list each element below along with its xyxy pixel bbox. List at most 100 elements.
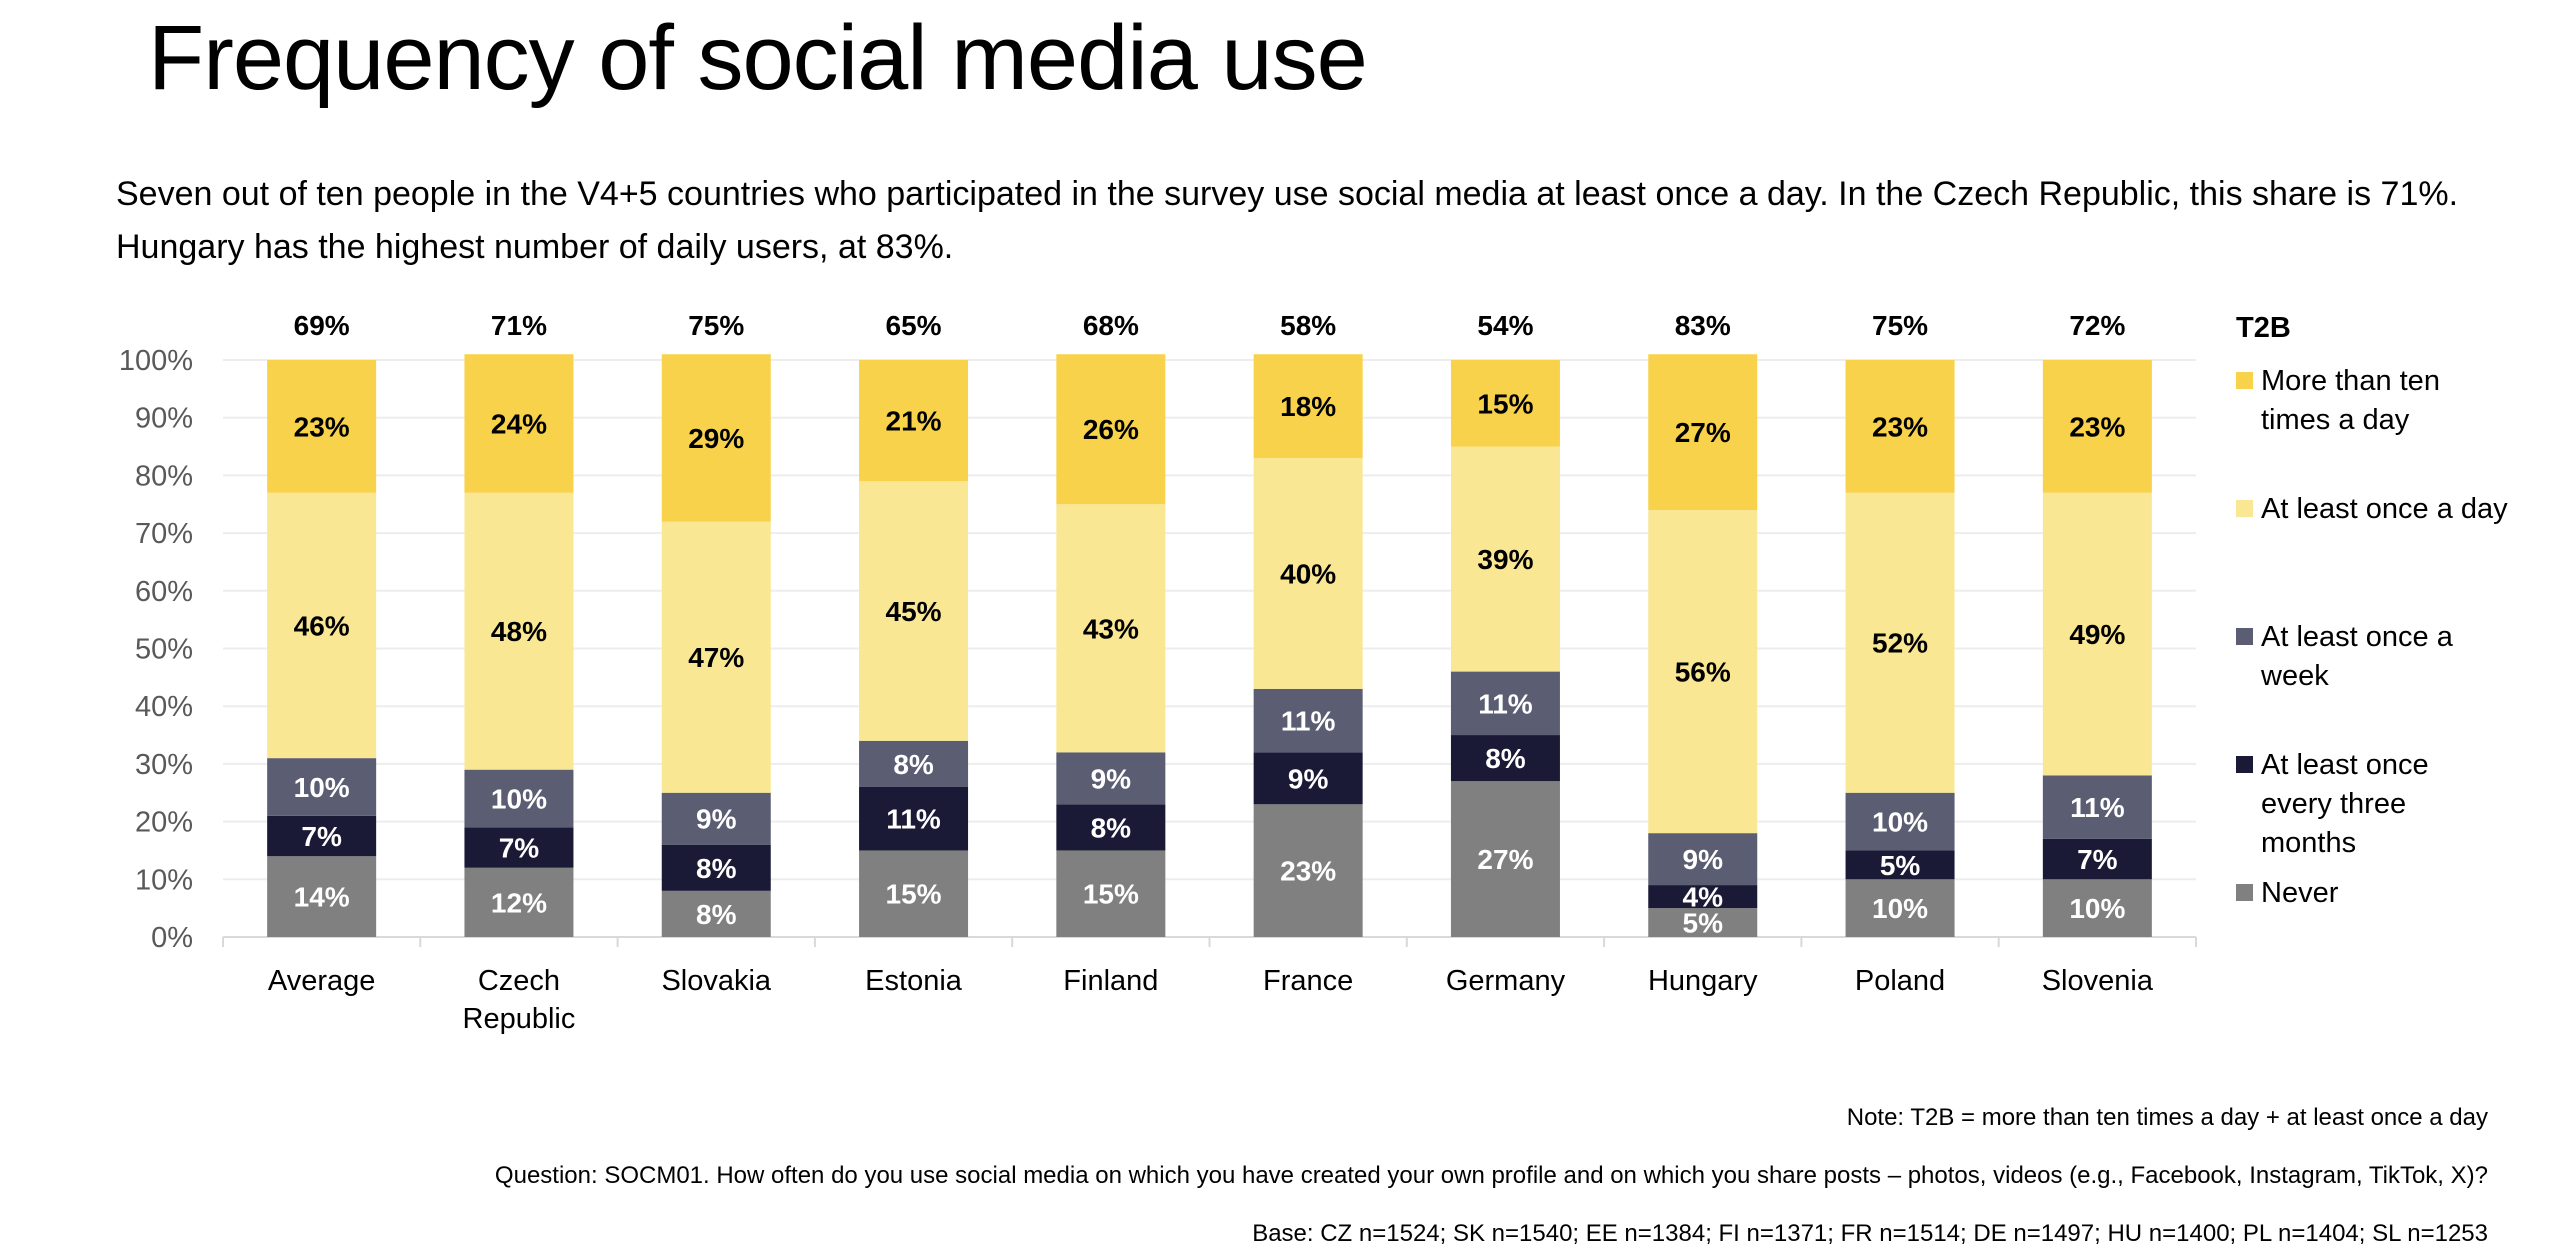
t2b-label: 83% xyxy=(1675,310,1731,341)
bar-segment xyxy=(464,492,574,770)
x-category-label: Republic xyxy=(463,1003,576,1035)
data-label: 8% xyxy=(696,853,737,884)
bar-segment xyxy=(661,890,771,937)
bar-segment xyxy=(1253,458,1363,689)
bar-segment xyxy=(1845,850,1955,880)
page-subtitle: Seven out of ten people in the V4+5 coun… xyxy=(116,175,2459,266)
t2b-label: 75% xyxy=(1872,310,1928,341)
legend-swatch xyxy=(2236,756,2253,773)
y-tick-label: 40% xyxy=(135,691,193,723)
bar-segment xyxy=(661,354,771,522)
bar-segment xyxy=(859,786,969,851)
data-label: 11% xyxy=(1478,688,1533,719)
data-label: 15% xyxy=(886,879,942,910)
data-label: 27% xyxy=(1675,417,1731,448)
bar-segment xyxy=(859,360,969,482)
data-label: 29% xyxy=(688,423,744,454)
data-label: 18% xyxy=(1280,391,1336,422)
data-label: 26% xyxy=(1083,414,1139,445)
data-label: 23% xyxy=(294,411,350,442)
y-tick-label: 0% xyxy=(151,922,193,954)
y-tick-label: 50% xyxy=(135,634,193,666)
legend-item-once-a-day: At least once a day xyxy=(2236,490,2556,529)
bar-segment xyxy=(267,758,377,816)
bar-segment xyxy=(1056,850,1166,937)
data-label: 5% xyxy=(1880,850,1921,881)
data-label: 10% xyxy=(2069,893,2125,924)
data-label: 15% xyxy=(1083,879,1139,910)
data-label: 9% xyxy=(1288,763,1329,794)
bar-segment xyxy=(464,867,574,937)
bar-segment xyxy=(267,360,377,493)
legend-swatch xyxy=(2236,884,2253,901)
t2b-label: 75% xyxy=(688,310,744,341)
y-tick-label: 90% xyxy=(135,403,193,435)
y-tick-label: 20% xyxy=(135,807,193,839)
bar-segment xyxy=(1845,360,1955,493)
page-title: Frequency of social media use xyxy=(148,7,1368,109)
t2b-label: 58% xyxy=(1280,310,1336,341)
legend-swatch xyxy=(2236,372,2253,389)
legend-label: At least once a week xyxy=(2261,621,2453,692)
x-category-label: Slovenia xyxy=(2042,965,2154,997)
data-label: 12% xyxy=(491,887,547,918)
data-label: 11% xyxy=(2070,792,2125,823)
bar-segment xyxy=(1648,908,1758,937)
x-category-label: Germany xyxy=(1446,965,1566,997)
legend-swatch xyxy=(2236,500,2253,517)
base-text: Base: CZ n=1524; SK n=1540; EE n=1384; F… xyxy=(1252,1220,2488,1247)
data-label: 8% xyxy=(1485,743,1526,774)
data-label: 52% xyxy=(1872,628,1928,659)
bar-segment xyxy=(859,481,969,741)
bar-segment xyxy=(1056,504,1166,753)
x-category-label: Hungary xyxy=(1648,965,1758,997)
bar-segment xyxy=(1253,752,1363,805)
note-text: Note: T2B = more than ten times a day + … xyxy=(1846,1104,2488,1131)
x-category-label: Czech xyxy=(478,965,560,997)
data-label: 8% xyxy=(696,899,737,930)
data-label: 9% xyxy=(696,804,737,835)
x-category-label: France xyxy=(1263,965,1353,997)
data-label: 10% xyxy=(1872,807,1928,838)
legend-item-three-months: At least once every three months xyxy=(2236,746,2556,863)
data-label: 9% xyxy=(1091,763,1132,794)
data-label: 4% xyxy=(1683,882,1724,913)
bar-segment xyxy=(267,815,377,857)
t2b-label: 54% xyxy=(1477,310,1533,341)
x-category-label: Estonia xyxy=(865,965,963,997)
bar-segment xyxy=(1056,804,1166,851)
data-label: 47% xyxy=(688,642,744,673)
t2b-label: 68% xyxy=(1083,310,1139,341)
t2b-label: 65% xyxy=(886,310,942,341)
bar-segment xyxy=(1648,354,1758,511)
bar-segment xyxy=(1450,671,1560,736)
bar-segment xyxy=(267,492,377,759)
data-label: 56% xyxy=(1675,657,1731,688)
bar-segment xyxy=(1648,885,1758,909)
bar-segment xyxy=(1056,752,1166,805)
bar-segment xyxy=(1253,688,1363,753)
bar-segment xyxy=(661,792,771,845)
bar-segment xyxy=(1648,510,1758,834)
bar-segment xyxy=(464,354,574,493)
legend-item-never: Never xyxy=(2236,874,2556,913)
data-label: 10% xyxy=(491,784,547,815)
data-label: 49% xyxy=(2069,619,2125,650)
data-label: 39% xyxy=(1477,544,1533,575)
t2b-label: 69% xyxy=(294,310,350,341)
bar-segment xyxy=(2042,775,2152,839)
data-label: 11% xyxy=(1281,706,1336,737)
bar-segment xyxy=(1450,781,1560,937)
data-label: 23% xyxy=(1872,411,1928,442)
bar-segment xyxy=(1450,446,1560,672)
bar-segment xyxy=(661,521,771,793)
bar-segment xyxy=(464,769,574,828)
bar-segment xyxy=(1253,354,1363,459)
bar-segment xyxy=(1845,492,1955,793)
bar-segment xyxy=(2042,492,2152,776)
bar-segment xyxy=(1845,879,1955,937)
bar-segment xyxy=(661,844,771,891)
bar-segment xyxy=(1450,360,1560,447)
y-tick-label: 70% xyxy=(135,518,193,550)
